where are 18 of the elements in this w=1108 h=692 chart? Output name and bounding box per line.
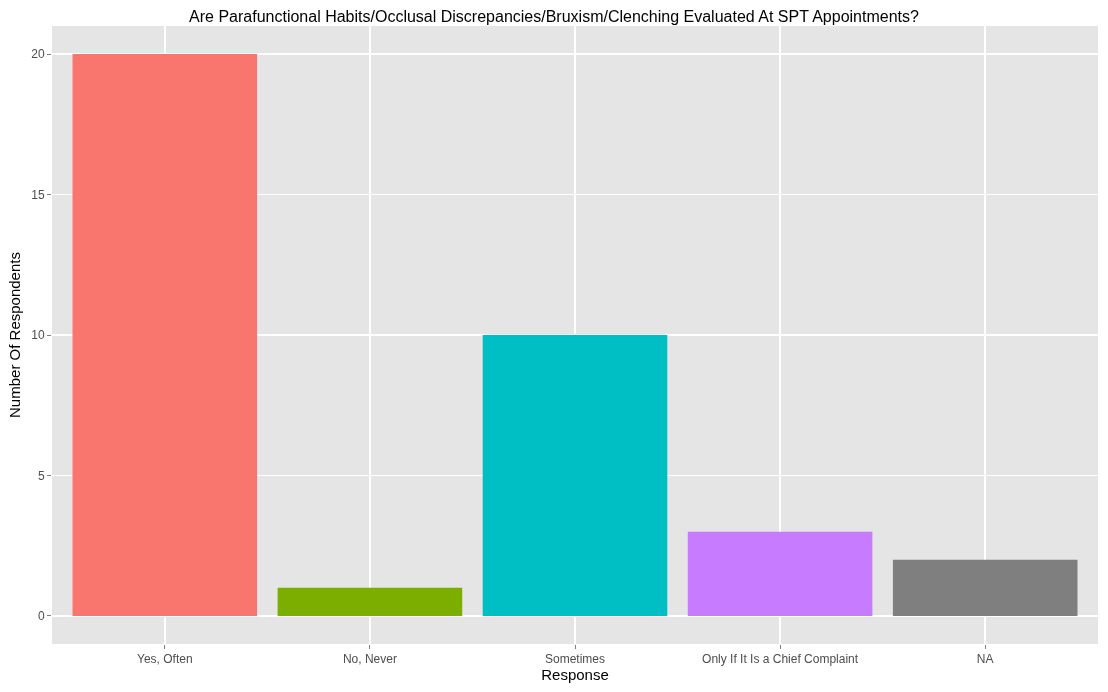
bar: [482, 335, 668, 616]
y-tick-label: 5: [37, 468, 45, 483]
y-tick-label: 20: [31, 47, 45, 62]
bar: [687, 531, 873, 616]
x-tick-label: Yes, Often: [137, 652, 193, 667]
bar: [72, 54, 258, 616]
x-tick-label: Sometimes: [544, 652, 606, 667]
y-tick-label: 0: [37, 609, 45, 624]
y-tick-label: 10: [31, 328, 45, 343]
x-tick-label: Only If It Is a Chief Complaint: [702, 652, 859, 667]
chart-title: Are Parafunctional Habits/Occlusal Discrepancies/Bruxism/Clenching Evaluated At SPT Appointments?: [189, 7, 920, 25]
y-tick-label: 15: [31, 187, 45, 202]
bar: [892, 559, 1078, 616]
x-axis-title: Response: [541, 666, 609, 684]
bar: [277, 587, 463, 616]
y-axis-title: Number Of Respondents: [6, 252, 24, 418]
x-tick-label: NA: [976, 652, 994, 667]
x-tick-label: No, Never: [342, 652, 397, 667]
